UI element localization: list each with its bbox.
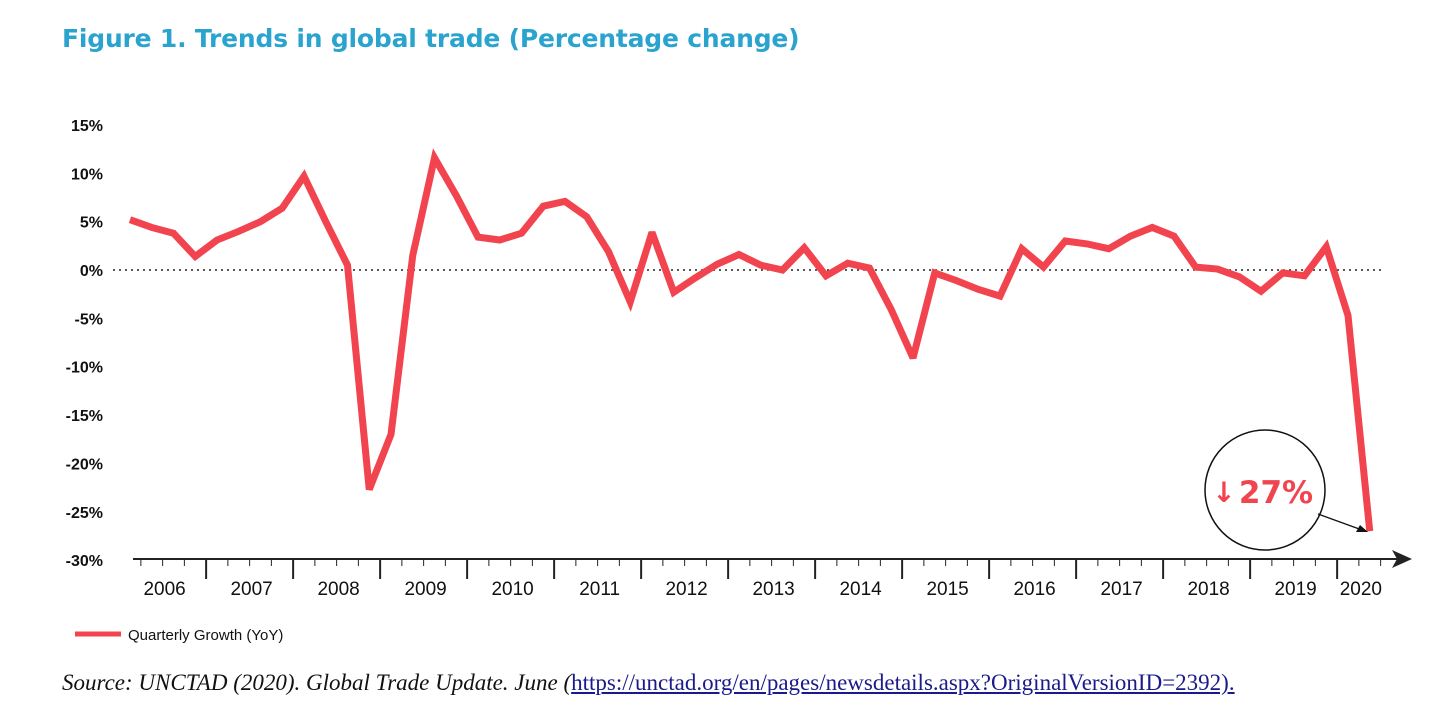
y-tick-label: 10% (71, 166, 103, 183)
x-tick-label: 2011 (579, 579, 620, 600)
x-tick-label: 2015 (926, 579, 968, 600)
y-tick-label: 5% (80, 215, 103, 232)
x-tick-label: 2017 (1100, 579, 1142, 600)
annotation-arrowhead (1356, 525, 1368, 532)
x-axis: 2006 2007 2008 2009 2010 2011 2012 2013 2014 2015… (133, 550, 1412, 600)
source-text: Source: UNCTAD (2020). Global Trade Upda… (62, 670, 572, 695)
x-tick-label: 2010 (491, 579, 533, 600)
annotation-callout: ↓ 27% (1204, 429, 1368, 551)
y-tick-label: 0% (80, 263, 103, 280)
down-arrow-icon: ↓ (1212, 476, 1235, 509)
y-tick-label: 15% (71, 118, 103, 135)
x-tick-label: 2018 (1187, 579, 1229, 600)
y-tick-label: -25% (66, 505, 103, 522)
source-link[interactable]: https://unctad.org/en/pages/newsdetails.… (571, 670, 1235, 695)
annotation-pointer (1317, 513, 1363, 531)
legend: Quarterly Growth (YoY) (75, 627, 283, 644)
y-tick-label: -15% (66, 408, 103, 425)
x-tick-label: 2006 (143, 579, 185, 600)
x-tick-label: 2014 (839, 579, 882, 600)
x-tick-label: 2020 (1340, 579, 1382, 600)
x-tick-label: 2012 (665, 579, 707, 600)
y-tick-label: -5% (75, 311, 103, 328)
x-tick-label: 2009 (404, 579, 446, 600)
y-tick-label: -10% (66, 360, 103, 377)
y-tick-label: -20% (66, 456, 103, 473)
legend-label: Quarterly Growth (YoY) (128, 627, 283, 644)
y-axis: 15% 10% 5% 0% -5% -10% -15% -20% -25% -30% (66, 118, 103, 570)
x-tick-label: 2008 (317, 579, 359, 600)
x-tick-label: 2019 (1274, 579, 1316, 600)
y-tick-label: -30% (66, 553, 103, 570)
chart-title: Figure 1. Trends in global trade (Percen… (62, 24, 800, 53)
x-tick-label: 2013 (752, 579, 794, 600)
x-axis-arrow-icon (1392, 550, 1412, 568)
annotation-value: 27% (1239, 475, 1313, 511)
x-tick-label: 2007 (230, 579, 272, 600)
x-tick-label: 2016 (1013, 579, 1055, 600)
series-line-quarterly-growth (128, 148, 1374, 532)
annotation-circle (1204, 429, 1326, 551)
source-note: Source: UNCTAD (2020). Global Trade Upda… (62, 670, 1235, 696)
